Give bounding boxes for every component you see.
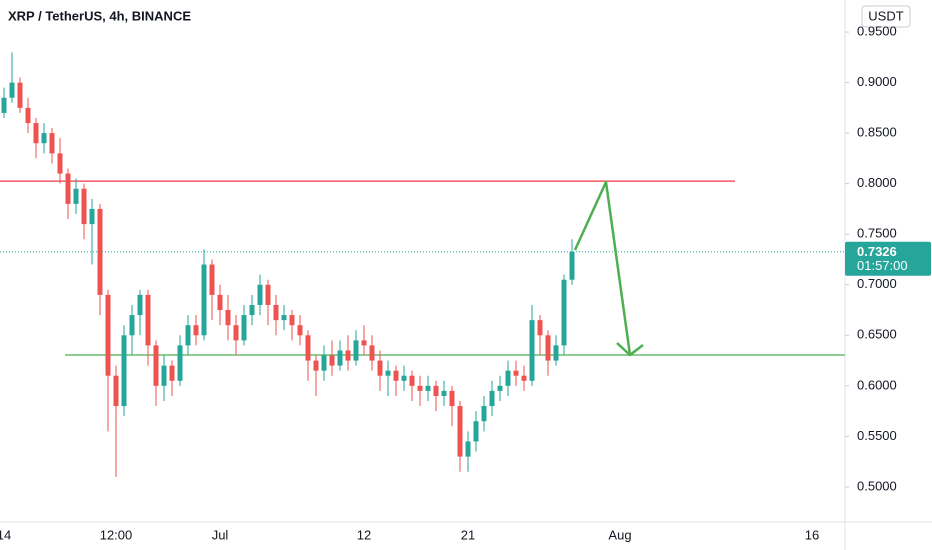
candle-body [161,365,167,386]
candle-body [153,345,159,386]
candle-body [233,325,239,341]
candle-body [241,315,247,341]
candle-body [137,294,143,316]
candle-body [49,133,55,154]
y-tick-label: 0.9500 [857,23,897,38]
candle-body [209,264,215,295]
candle-body [513,370,519,376]
candle-body [33,123,39,144]
y-tick-label: 0.8000 [857,175,897,190]
countdown-label: 01:57:00 [857,258,908,273]
candle-body [1,97,7,113]
candle-body [265,284,271,305]
candle-body [249,304,255,316]
candle-body [553,345,559,361]
y-tick-label: 0.5500 [857,428,897,443]
candle-body [545,335,551,361]
arrow-path [573,180,632,356]
x-tick-label: 12:00 [100,527,133,542]
candle-body [449,390,455,407]
candle-body [521,375,527,381]
x-tick-label: 16 [805,527,819,542]
candle-body [497,385,503,391]
x-tick-label: Jul [212,527,229,542]
candle-body [313,360,319,371]
x-tick-label: 14 [0,527,11,542]
candle-body [569,251,575,280]
candle-body [561,279,567,346]
candle-body [25,107,31,124]
candle-body [257,284,263,305]
candle-body [193,325,199,336]
candle-body [113,375,119,407]
candle-body [177,345,183,381]
x-tick-label: Aug [608,527,631,542]
candle-body [457,406,463,457]
last-price-label: 0.7326 [857,244,897,259]
candle-body [505,370,511,386]
plot-area [0,52,845,477]
candle-body [465,441,471,457]
candle-body [185,325,191,346]
arrow-head [616,342,644,357]
y-tick-label: 0.6000 [857,377,897,392]
candle-body [281,315,287,321]
candle-body [369,345,375,361]
candle-body [481,406,487,422]
candle-body [57,153,63,174]
candle-body [41,133,47,144]
candle-body [73,188,79,204]
candle-body [489,390,495,407]
y-tick-label: 0.7000 [857,276,897,291]
candle-body [361,340,367,346]
candle-body [225,310,231,326]
currency-label[interactable]: USDT [868,8,903,23]
candle-body [273,304,279,321]
candle-body [9,82,15,98]
y-tick-label: 0.7500 [857,226,897,241]
candle-body [121,335,127,407]
candle-body [417,385,423,391]
x-tick-label: 12 [357,527,371,542]
candle-body [329,355,335,366]
candle-body [289,315,295,326]
candle-body [105,294,111,376]
candle-body [169,365,175,381]
candle-body [441,390,447,396]
last-price-box [845,241,931,276]
candle-body [385,370,391,376]
candle-body [433,385,439,396]
candle-body [145,294,151,346]
candle-body [305,335,311,361]
candle-body [17,82,23,108]
candle-body [217,294,223,311]
chart-title: XRP / TetherUS, 4h, BINANCE [8,8,191,23]
candle-body [425,385,431,391]
candle-body [65,173,71,204]
y-tick-label: 0.9000 [857,74,897,89]
candle-body [401,375,407,381]
candle-body [297,325,303,336]
candle-body [201,264,207,336]
candle-body [537,320,543,336]
y-tick-label: 0.8500 [857,125,897,140]
candle-body [81,188,87,225]
candle-body [337,350,343,366]
y-tick-label: 0.5000 [857,478,897,493]
candle-body [321,355,327,371]
y-tick-label: 0.6500 [857,327,897,342]
candle-body [377,360,383,376]
candle-body [353,340,359,361]
candle-body [345,350,351,361]
candle-body [129,315,135,336]
currency-box[interactable] [861,5,911,28]
x-tick-label: 21 [461,527,475,542]
candle-body [89,208,95,225]
candle-body [529,320,535,381]
candle-body [473,421,479,442]
candle-body [409,375,415,386]
candle-body [393,370,399,381]
